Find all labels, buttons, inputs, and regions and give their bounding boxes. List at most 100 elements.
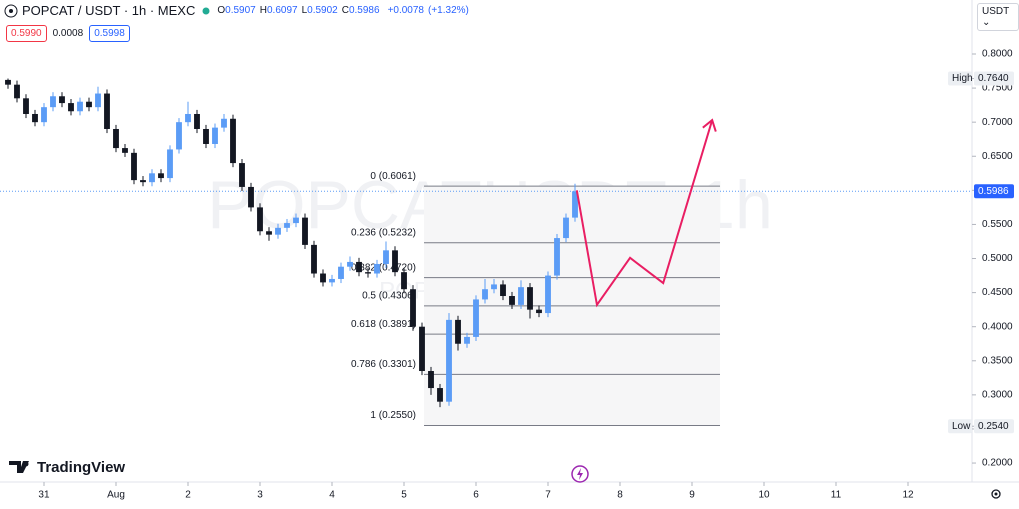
candle-body <box>491 284 497 290</box>
candle-body <box>455 319 461 344</box>
candle-body <box>41 107 47 123</box>
candle-body <box>50 96 56 108</box>
candle-body <box>365 272 371 274</box>
candle-body <box>509 296 515 305</box>
candle-body <box>446 319 452 402</box>
candle-body <box>158 173 164 179</box>
brand-name: TradingView <box>37 459 125 476</box>
y-tick-label: 0.7000 <box>982 117 1013 128</box>
candle-body <box>257 207 263 232</box>
candle-body <box>518 287 524 305</box>
candle-body <box>23 98 29 114</box>
currency: USDT <box>982 6 1010 17</box>
candle-body <box>500 284 506 297</box>
candle-body <box>302 217 308 245</box>
candle-body <box>554 238 560 276</box>
brand-logo: TradingView <box>9 459 125 476</box>
fib-label: 1 (0.2550) <box>370 410 416 421</box>
x-tick-label: 7 <box>545 490 551 501</box>
candle-body <box>212 127 218 144</box>
candle-body <box>410 289 416 327</box>
candle-body <box>176 122 182 150</box>
fib-label: 0.382 (0.4720) <box>351 262 416 273</box>
fib-label: 0 (0.6061) <box>370 171 416 182</box>
x-tick-label: 9 <box>689 490 695 501</box>
x-tick-label: 10 <box>758 490 770 501</box>
price-badge-label: 0.5986 <box>978 186 1009 197</box>
y-tick-label: 0.3500 <box>982 355 1013 366</box>
y-tick-label: 0.2000 <box>982 458 1013 469</box>
candle-body <box>5 79 11 85</box>
candle-body <box>383 250 389 264</box>
ohlc-values: O0.5907 H0.6097 L0.5902 C0.5986 <box>217 5 383 16</box>
x-tick-label: 31 <box>38 490 50 501</box>
candle-body <box>401 272 407 290</box>
quotes: 0.5990 0.0008 0.5998 <box>6 25 130 42</box>
candle-body <box>482 289 488 300</box>
candle-body <box>464 336 470 344</box>
symbol-logo <box>4 4 18 17</box>
candle-body <box>86 101 92 108</box>
sell-price[interactable]: 0.5990 <box>6 25 47 42</box>
candle-body <box>311 244 317 274</box>
fib-label: 0.5 (0.4306) <box>362 290 416 301</box>
candle-body <box>347 261 353 267</box>
candle-body <box>221 118 227 128</box>
candle-body <box>572 191 578 218</box>
y-tick-label: 0.4000 <box>982 321 1013 332</box>
candle-body <box>536 309 542 314</box>
price-badge <box>974 184 1014 199</box>
candle-body <box>185 113 191 123</box>
candle-body <box>527 287 533 310</box>
x-tick-label: Aug <box>107 490 125 501</box>
lightning-icon[interactable] <box>571 465 589 483</box>
x-tick-label: 11 <box>831 490 842 501</box>
candle-body <box>68 103 74 112</box>
ohlc-label: L <box>301 5 308 16</box>
candle-body <box>239 163 245 187</box>
x-tick-label: 6 <box>473 490 479 501</box>
x-tick-label: 8 <box>617 490 623 501</box>
candle-body <box>32 113 38 123</box>
candle-body <box>563 217 569 239</box>
buy-price[interactable]: 0.5998 <box>89 25 130 42</box>
candle-body <box>77 101 83 112</box>
x-tick-label: 5 <box>401 490 407 501</box>
candle-body <box>338 266 344 279</box>
x-tick-label: 2 <box>185 490 191 501</box>
ohlc-label: H <box>259 5 267 16</box>
ohlc-value: 0.5902 <box>307 5 338 16</box>
candle-body <box>149 173 155 183</box>
candle-body <box>95 93 101 108</box>
fib-label: 0.618 (0.3891) <box>351 319 416 330</box>
price-badge <box>974 419 1014 434</box>
ohlc-label: O <box>217 5 226 16</box>
price-badge <box>948 71 972 86</box>
status-dot <box>202 7 210 14</box>
ohlc-label: C <box>341 5 349 16</box>
spread: 0.0008 <box>52 28 84 39</box>
candle-body <box>356 261 362 273</box>
settings-icon[interactable] <box>991 489 1001 499</box>
y-tick-label: 0.7500 <box>982 83 1013 94</box>
currency-select[interactable]: USDT ⌄ <box>977 3 1019 31</box>
x-tick-label: 4 <box>329 490 335 501</box>
price-badge-label: 0.7640 <box>978 73 1009 84</box>
candle-body <box>167 149 173 179</box>
candle-body <box>230 118 236 164</box>
candle-body <box>437 388 443 402</box>
candle-body <box>473 299 479 337</box>
candle-body <box>248 186 254 208</box>
y-tick-label: 0.4500 <box>982 287 1013 298</box>
candle-body <box>113 128 119 149</box>
projection-arrowhead <box>702 118 717 132</box>
x-tick-label: 12 <box>902 490 914 501</box>
y-tick-label: 0.6500 <box>982 151 1013 162</box>
symbol-header: POPCAT / USDT · 1h · MEXC O0.5907 H0.6097… <box>4 3 469 18</box>
change-pct: (+1.32%) <box>428 5 469 16</box>
candle-body <box>428 371 434 389</box>
y-tick-label: 0.8000 <box>982 49 1013 60</box>
candle-body <box>374 263 380 274</box>
candle-body <box>122 148 128 153</box>
